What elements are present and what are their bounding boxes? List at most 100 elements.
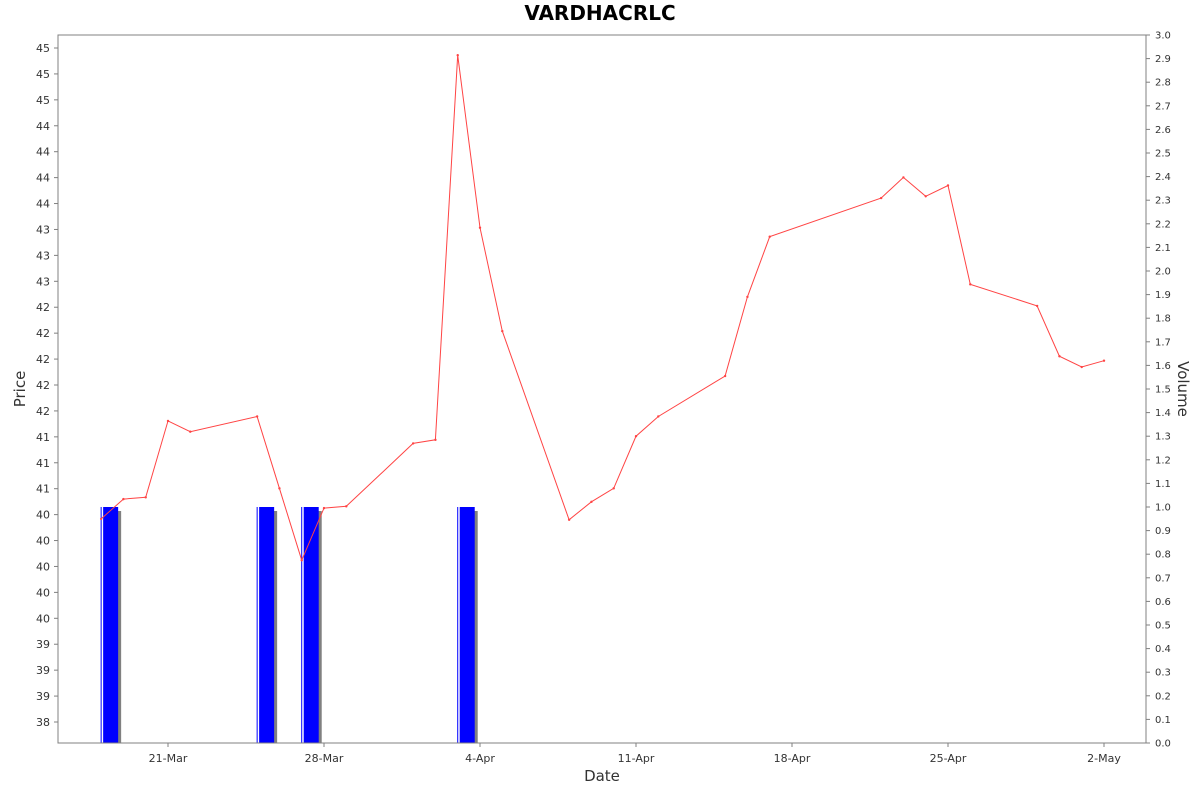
- price-point: [166, 419, 170, 423]
- price-point: [411, 442, 415, 445]
- price-point: [1058, 355, 1061, 358]
- date-tick-label: 25-Apr: [930, 752, 967, 765]
- price-tick-label: 39: [36, 638, 50, 651]
- price-line-layer: [99, 53, 1106, 562]
- volume-tick-label: 1.2: [1155, 455, 1171, 466]
- price-tick-label: 43: [36, 223, 50, 236]
- volume-tick-label: 0.0: [1155, 739, 1171, 750]
- price-point: [345, 505, 348, 508]
- date-tick-label: 11-Apr: [618, 752, 655, 765]
- volume-tick-label: 1.3: [1155, 432, 1171, 443]
- price-point: [567, 518, 571, 521]
- y2-axis-label: Volume: [1174, 361, 1192, 417]
- price-point: [99, 517, 103, 521]
- price-point: [122, 497, 125, 501]
- volume-bar: [459, 507, 475, 743]
- price-tick-label: 41: [36, 457, 50, 470]
- date-tick-label: 21-Mar: [149, 752, 188, 765]
- price-tick-label: 40: [36, 509, 50, 522]
- volume-tick-label: 1.6: [1155, 361, 1171, 372]
- price-tick-label: 45: [36, 94, 50, 107]
- price-point: [1080, 365, 1083, 369]
- volume-tick-label: 2.7: [1155, 101, 1171, 112]
- price-point: [634, 435, 638, 438]
- price-tick-label: 40: [36, 612, 50, 625]
- price-tick-label: 40: [36, 586, 50, 599]
- price-tick-label: 44: [36, 120, 50, 133]
- volume-tick-label: 1.5: [1155, 385, 1171, 396]
- price-point: [612, 487, 615, 490]
- volume-tick-label: 2.6: [1155, 125, 1171, 136]
- volume-tick-label: 2.2: [1155, 219, 1171, 230]
- volume-tick-label: 0.7: [1155, 573, 1171, 584]
- price-tick-label: 42: [36, 353, 50, 366]
- date-axis: 21-Mar 28-Mar 4-Apr 11-Apr 18-Apr 25-Apr 2-May: [149, 743, 1121, 765]
- volume-tick-label: 2.0: [1155, 267, 1171, 278]
- volume-tick-label: 0.4: [1155, 644, 1171, 655]
- price-point: [456, 53, 459, 57]
- volume-bar: [103, 507, 119, 743]
- price-tick-label: 42: [36, 405, 50, 418]
- price-point: [501, 329, 504, 333]
- price-tick-label: 44: [36, 146, 50, 159]
- volume-tick-label: 2.9: [1155, 54, 1171, 65]
- volume-bar: [259, 507, 275, 743]
- volume-axis: 3.0 2.9 2.8 2.7 2.6 2.5 2.4 2.3 2.2 2.1 2.0 1.9 1.8 1…: [1146, 31, 1171, 750]
- price-tick-label: 43: [36, 249, 50, 262]
- volume-tick-label: 1.1: [1155, 479, 1171, 490]
- price-point: [278, 487, 281, 490]
- price-point: [189, 430, 192, 433]
- volume-tick-label: 0.8: [1155, 550, 1171, 561]
- volume-tick-label: 1.4: [1155, 408, 1171, 419]
- price-point: [322, 506, 326, 510]
- volume-tick-label: 2.4: [1155, 172, 1171, 183]
- date-tick-label: 28-Mar: [305, 752, 344, 765]
- volume-tick-label: 1.8: [1155, 314, 1171, 325]
- chart-title: VARDHACRLC: [524, 1, 675, 25]
- price-point: [1102, 359, 1106, 362]
- price-tick-label: 45: [36, 42, 50, 55]
- price-point: [255, 415, 259, 418]
- x-axis-label: Date: [584, 767, 620, 785]
- volume-tick-label: 0.9: [1155, 526, 1171, 537]
- date-tick-label: 4-Apr: [465, 752, 495, 765]
- price-point: [1035, 304, 1039, 308]
- volume-tick-label: 1.7: [1155, 337, 1171, 348]
- volume-tick-label: 2.1: [1155, 243, 1171, 254]
- price-point: [300, 559, 303, 562]
- y-axis-label: Price: [11, 371, 29, 408]
- price-tick-label: 40: [36, 535, 50, 548]
- price-axis: 45 45 45 44 44 44 44 43 43 43 42 42 42 42 42 41 41 41 40 40…: [36, 42, 58, 729]
- price-tick-label: 45: [36, 68, 50, 81]
- volume-bars: [100, 507, 478, 743]
- price-point: [657, 415, 660, 418]
- price-tick-label: 44: [36, 198, 50, 211]
- price-tick-label: 39: [36, 664, 50, 677]
- price-point: [879, 196, 883, 200]
- price-tick-label: 39: [36, 690, 50, 703]
- volume-tick-label: 0.3: [1155, 668, 1171, 679]
- price-tick-label: 41: [36, 483, 50, 496]
- price-point: [723, 374, 727, 378]
- price-tick-label: 42: [36, 301, 50, 314]
- price-line: [100, 55, 1105, 562]
- price-tick-label: 43: [36, 275, 50, 288]
- price-tick-label: 40: [36, 560, 50, 573]
- price-point: [768, 235, 771, 238]
- date-tick-label: 2-May: [1087, 752, 1121, 765]
- price-point: [590, 500, 593, 504]
- plot-area: [57, 34, 1147, 744]
- price-tick-label: 42: [36, 327, 50, 340]
- volume-tick-label: 0.1: [1155, 715, 1171, 726]
- price-point: [902, 176, 905, 179]
- volume-tick-label: 3.0: [1155, 31, 1171, 42]
- volume-tick-label: 1.0: [1155, 503, 1171, 514]
- price-point: [946, 184, 950, 187]
- price-point: [434, 438, 437, 442]
- price-point: [478, 226, 482, 229]
- price-point: [144, 496, 147, 499]
- price-tick-label: 41: [36, 431, 50, 444]
- price-tick-label: 44: [36, 172, 50, 185]
- price-point: [924, 195, 927, 198]
